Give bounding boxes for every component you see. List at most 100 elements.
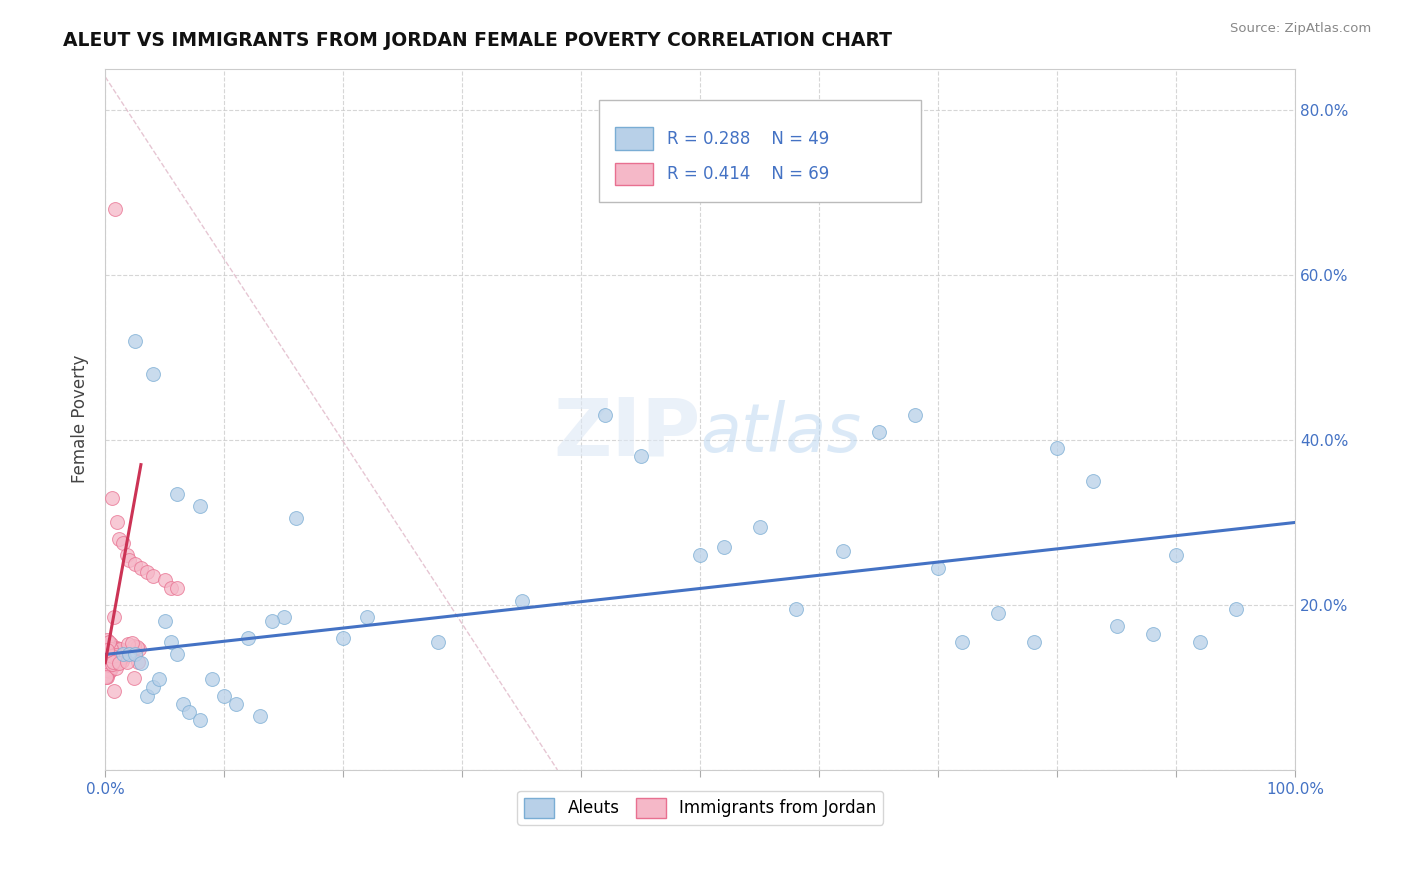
Point (104, 648, 127, 662)
Point (630, 450, 652, 464)
Point (96, 663, 118, 677)
Point (97, 634, 120, 648)
Point (111, 654, 134, 668)
Point (97, 648, 120, 663)
Point (105, 661, 128, 675)
Point (260, 615, 283, 629)
Point (1225, 602, 1247, 616)
Point (103, 644, 125, 658)
Point (332, 631, 354, 645)
Point (832, 544, 855, 558)
Point (110, 651, 132, 665)
Point (1105, 618, 1128, 632)
Point (356, 610, 378, 624)
Point (96, 668, 118, 682)
Point (101, 656, 124, 670)
Point (593, 408, 616, 422)
Point (112, 649, 135, 664)
Point (166, 486, 188, 500)
Point (1189, 635, 1212, 649)
Point (97, 665, 120, 679)
Text: R = 0.414    N = 69: R = 0.414 N = 69 (666, 165, 830, 183)
Point (128, 642, 150, 657)
FancyBboxPatch shape (614, 128, 652, 150)
Point (108, 641, 131, 656)
Point (118, 648, 141, 662)
Point (103, 610, 125, 624)
Point (1022, 635, 1045, 649)
Y-axis label: Female Poverty: Female Poverty (72, 355, 89, 483)
Point (1046, 441, 1069, 455)
Text: Source: ZipAtlas.com: Source: ZipAtlas.com (1230, 22, 1371, 36)
Point (117, 637, 139, 651)
Point (427, 635, 450, 649)
FancyBboxPatch shape (614, 162, 652, 185)
Point (127, 640, 149, 655)
Point (713, 540, 735, 554)
Point (96, 640, 118, 655)
Point (105, 640, 128, 655)
Point (100, 640, 122, 654)
Point (96, 643, 118, 657)
Point (129, 561, 152, 575)
Point (108, 532, 131, 546)
Point (96, 652, 118, 666)
Point (100, 637, 122, 651)
Point (273, 610, 295, 624)
Point (112, 536, 135, 550)
Text: ALEUT VS IMMIGRANTS FROM JORDAN FEMALE POVERTY CORRELATION CHART: ALEUT VS IMMIGRANTS FROM JORDAN FEMALE P… (63, 31, 893, 50)
Point (97, 654, 120, 668)
Point (748, 519, 770, 533)
Point (96, 654, 118, 668)
Point (115, 655, 138, 669)
Point (97, 663, 120, 677)
Point (153, 573, 176, 587)
Point (201, 672, 224, 686)
Point (166, 648, 188, 662)
Point (190, 714, 212, 728)
Point (103, 658, 125, 673)
Point (112, 648, 135, 662)
FancyBboxPatch shape (599, 100, 921, 202)
Text: atlas: atlas (700, 401, 862, 467)
Point (284, 511, 307, 525)
Point (118, 552, 141, 566)
Point (190, 499, 212, 513)
Point (987, 606, 1010, 620)
Point (100, 642, 122, 657)
Point (1166, 549, 1188, 563)
Point (129, 656, 152, 670)
Point (236, 631, 259, 645)
Point (159, 582, 181, 596)
Point (96, 665, 118, 680)
Point (100, 657, 122, 671)
Point (101, 491, 124, 505)
Point (122, 639, 145, 653)
Point (142, 681, 165, 695)
Point (96, 659, 118, 673)
Point (212, 689, 235, 703)
Point (101, 648, 124, 662)
Point (159, 635, 181, 649)
Point (98, 652, 121, 666)
Point (96, 669, 118, 683)
Point (177, 705, 200, 719)
Point (689, 549, 711, 563)
Point (225, 697, 247, 711)
Point (96, 638, 118, 652)
Point (172, 697, 194, 711)
Point (96, 663, 118, 677)
Point (96, 670, 118, 684)
Point (101, 649, 124, 664)
Point (108, 656, 131, 670)
Point (868, 425, 890, 439)
Point (103, 684, 125, 698)
Point (785, 602, 807, 616)
Point (96, 648, 118, 662)
Point (101, 657, 124, 671)
Point (950, 635, 973, 649)
Legend: Aleuts, Immigrants from Jordan: Aleuts, Immigrants from Jordan (517, 791, 883, 825)
Point (107, 642, 129, 657)
Point (135, 689, 157, 703)
Point (249, 709, 271, 723)
